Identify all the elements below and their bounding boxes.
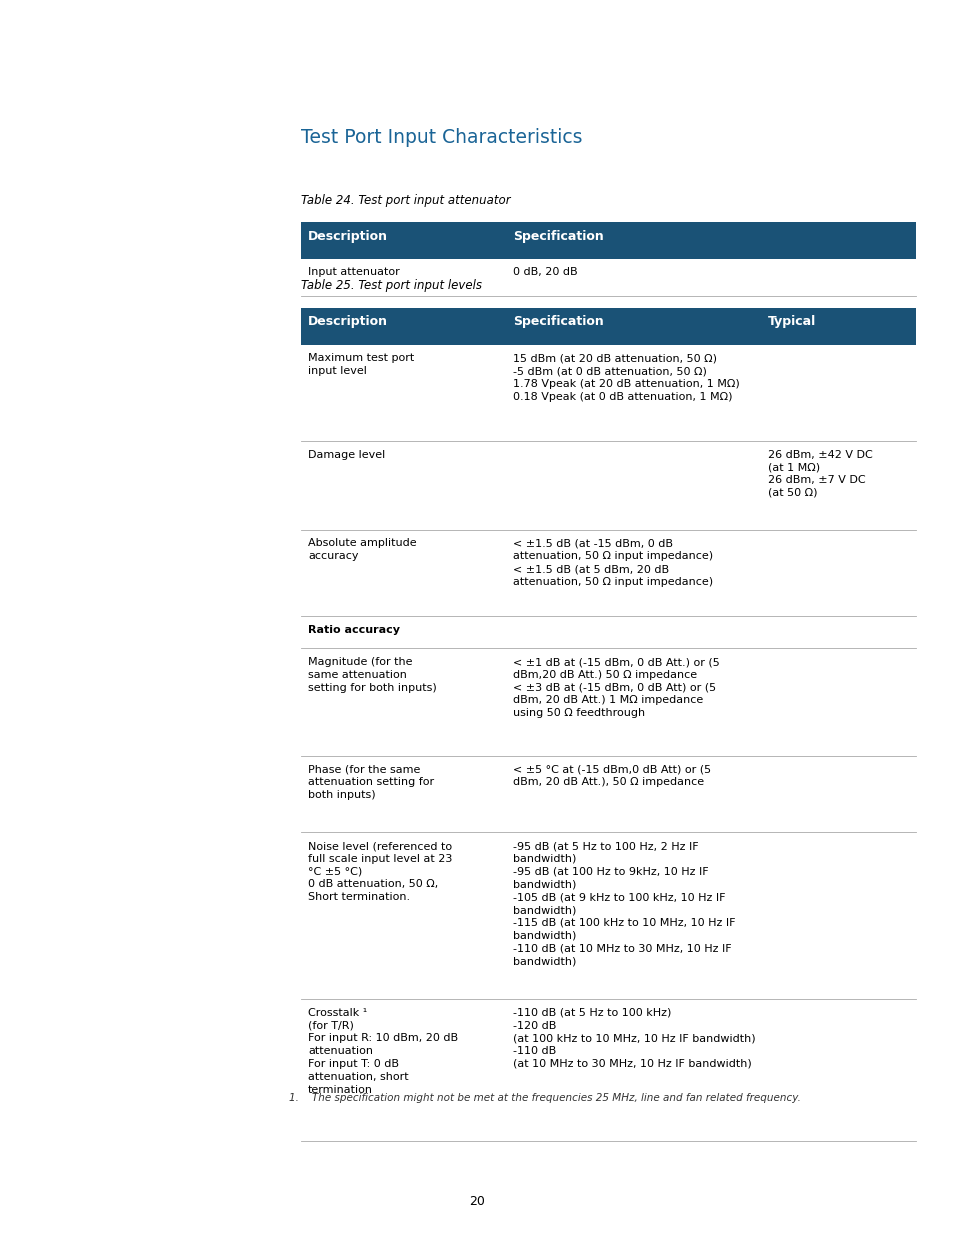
Text: 20: 20 (469, 1195, 484, 1209)
Text: Table 25. Test port input levels: Table 25. Test port input levels (300, 279, 481, 293)
Text: < ±1 dB at (-15 dBm, 0 dB Att.) or (5
dBm,20 dB Att.) 50 Ω impedance
< ±3 dB at : < ±1 dB at (-15 dBm, 0 dB Att.) or (5 dB… (513, 657, 719, 719)
Text: Crosstalk ¹
(for T/R)
For input R: 10 dBm, 20 dB
attenuation
For input T: 0 dB
a: Crosstalk ¹ (for T/R) For input R: 10 dB… (308, 1008, 457, 1094)
Text: Specification: Specification (513, 230, 603, 243)
Text: Table 24. Test port input attenuator: Table 24. Test port input attenuator (300, 194, 510, 207)
Text: Noise level (referenced to
full scale input level at 23
°C ±5 °C)
0 dB attenuati: Noise level (referenced to full scale in… (308, 841, 452, 903)
Bar (300, 222, 915, 259)
Text: Ratio accuracy: Ratio accuracy (308, 625, 399, 635)
Text: < ±5 °C at (-15 dBm,0 dB Att) or (5
dBm, 20 dB Att.), 50 Ω impedance: < ±5 °C at (-15 dBm,0 dB Att) or (5 dBm,… (513, 764, 710, 787)
Text: Maximum test port
input level: Maximum test port input level (308, 353, 414, 375)
Text: Input attenuator: Input attenuator (308, 267, 399, 277)
Text: Specification: Specification (513, 315, 603, 329)
Text: Description: Description (308, 315, 388, 329)
Text: -95 dB (at 5 Hz to 100 Hz, 2 Hz IF
bandwidth)
-95 dB (at 100 Hz to 9kHz, 10 Hz I: -95 dB (at 5 Hz to 100 Hz, 2 Hz IF bandw… (513, 841, 735, 966)
Bar (300, 308, 915, 345)
Text: < ±1.5 dB (at -15 dBm, 0 dB
attenuation, 50 Ω input impedance)
< ±1.5 dB (at 5 d: < ±1.5 dB (at -15 dBm, 0 dB attenuation,… (513, 538, 712, 587)
Text: -110 dB (at 5 Hz to 100 kHz)
-120 dB
(at 100 kHz to 10 MHz, 10 Hz IF bandwidth)
: -110 dB (at 5 Hz to 100 kHz) -120 dB (at… (513, 1008, 755, 1070)
Text: Absolute amplitude
accuracy: Absolute amplitude accuracy (308, 538, 416, 561)
Text: 15 dBm (at 20 dB attenuation, 50 Ω)
-5 dBm (at 0 dB attenuation, 50 Ω)
1.78 Vpea: 15 dBm (at 20 dB attenuation, 50 Ω) -5 d… (513, 353, 739, 401)
Text: 0 dB, 20 dB: 0 dB, 20 dB (513, 267, 577, 277)
Text: Damage level: Damage level (308, 450, 385, 459)
Text: 26 dBm, ±42 V DC
(at 1 MΩ)
26 dBm, ±7 V DC
(at 50 Ω): 26 dBm, ±42 V DC (at 1 MΩ) 26 dBm, ±7 V … (767, 450, 872, 498)
Text: Description: Description (308, 230, 388, 243)
Text: 1.    The specification might not be met at the frequencies 25 MHz, line and fan: 1. The specification might not be met at… (289, 1093, 801, 1103)
Text: Typical: Typical (767, 315, 816, 329)
Text: Magnitude (for the
same attenuation
setting for both inputs): Magnitude (for the same attenuation sett… (308, 657, 436, 693)
Text: Phase (for the same
attenuation setting for
both inputs): Phase (for the same attenuation setting … (308, 764, 434, 800)
Text: Test Port Input Characteristics: Test Port Input Characteristics (300, 128, 581, 147)
